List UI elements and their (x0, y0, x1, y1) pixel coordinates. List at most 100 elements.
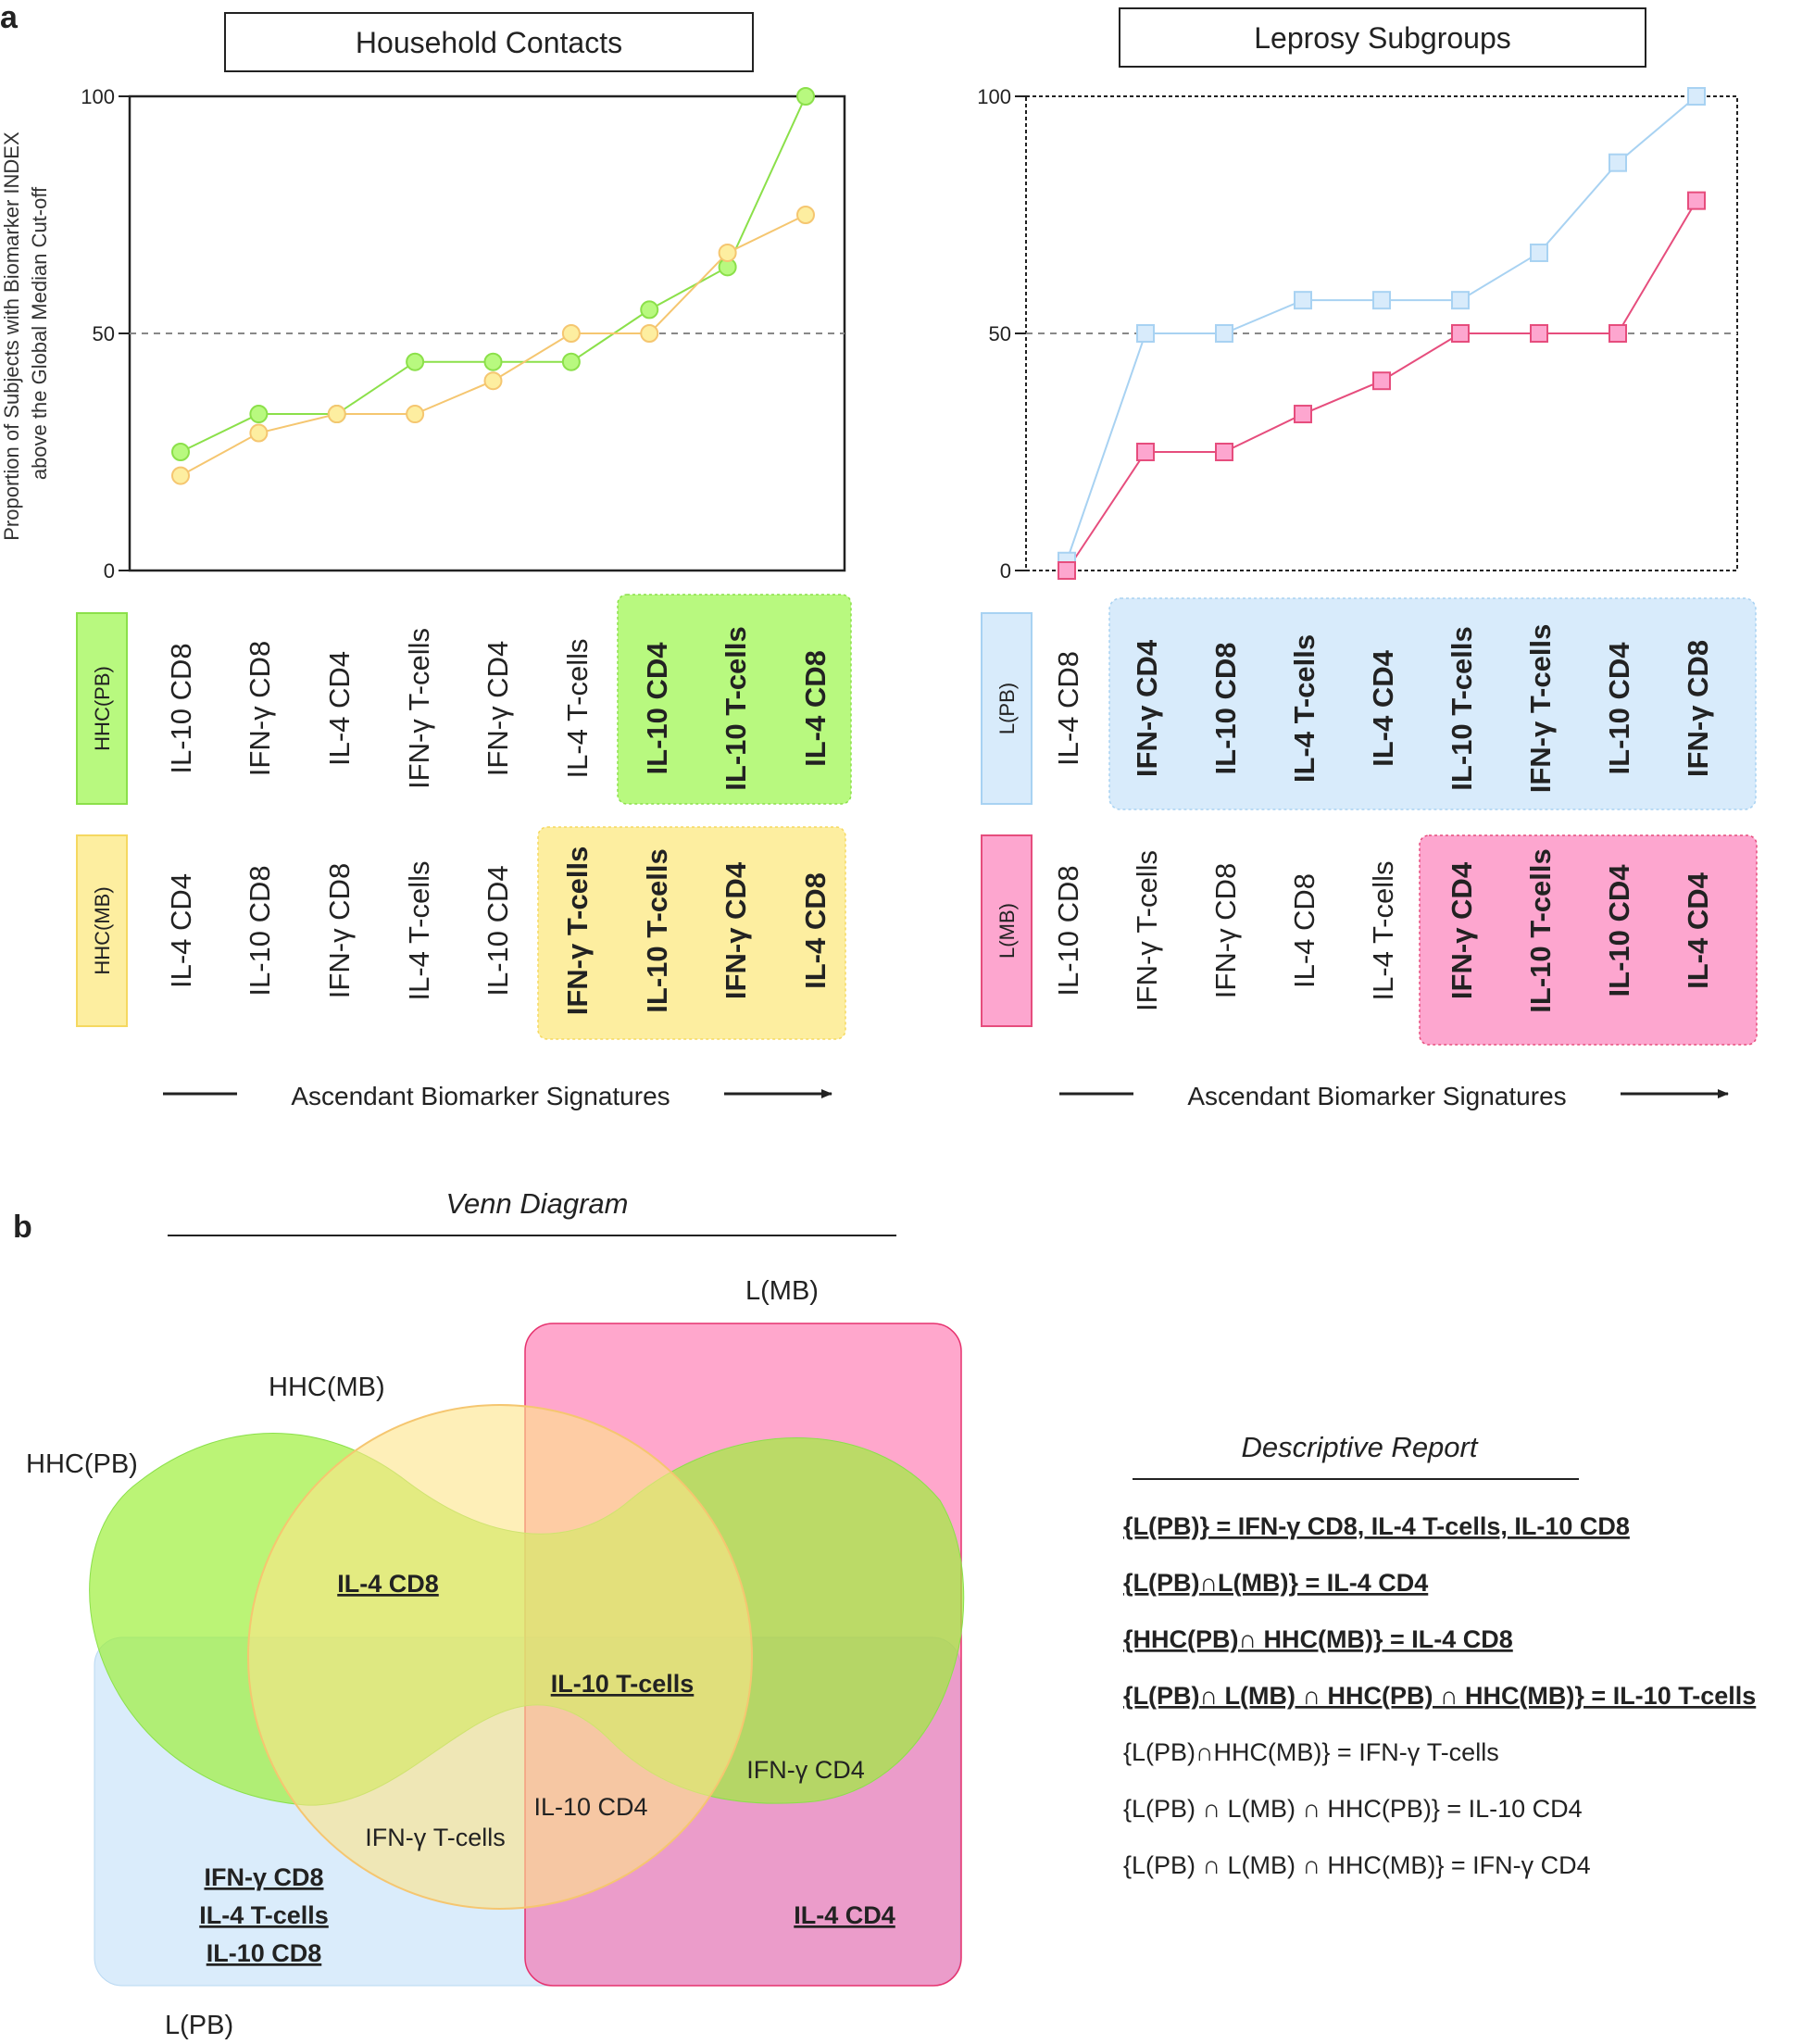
chart1-series-1-point (796, 206, 815, 224)
venn-region-il10-tcells: IL-10 T-cells (551, 1670, 695, 1698)
chart2-series-1-point (1608, 324, 1627, 343)
chart2-row0-label: IFN-γ CD4 (1131, 639, 1163, 777)
chart2-xlabel: Ascendant Biomarker Signatures (1187, 1082, 1566, 1110)
venn-region-lpb-only-3: IL-10 CD8 (207, 1939, 322, 1967)
chart1-row0-label: IFN-γ CD8 (244, 641, 276, 776)
chart2-row0-legend: L(PB) (995, 683, 1019, 734)
chart1-ytick-0: 0 (104, 559, 115, 583)
y-axis-label-line1: Proportion of Subjects with Biomarker IN… (0, 132, 23, 541)
venn-label-hhc-mb: HHC(MB) (269, 1373, 385, 1402)
chart1-series-0-point (483, 352, 503, 371)
venn-region-il4-cd8: IL-4 CD8 (337, 1570, 439, 1598)
chart2-title-box (1119, 7, 1646, 68)
chart1-row0-legend: HHC(PB) (91, 666, 114, 751)
chart2-series-1-point (1294, 405, 1312, 424)
report-line: {L(PB)∩HHC(MB)} = IFN-γ T-cells (1123, 1738, 1499, 1766)
chart1-series-0-point (406, 352, 425, 371)
chart1-row1-label: IL-4 T-cells (403, 860, 435, 1000)
chart1-row-labels: IL-10 CD8 IFN-γ CD8 IL-4 CD4 IFN-γ T-cells I… (165, 626, 832, 1015)
chart2-series-1-point (1530, 324, 1548, 343)
chart1-series-0-point (796, 87, 815, 106)
chart2-row1-label: IL-4 CD8 (1288, 873, 1321, 988)
chart1-row1-legend-box (76, 834, 128, 1027)
chart2-series-1-point (1136, 443, 1155, 461)
chart1-series-1-point (327, 405, 346, 424)
y-axis-label: Proportion of Subjects with Biomarker IN… (0, 126, 51, 541)
chart2-row0-label: IL-4 CD8 (1052, 651, 1084, 766)
chart1-series-1-point (249, 423, 269, 443)
chart1-row1-label: IL-4 CD8 (799, 872, 832, 989)
chart2-ytick-0: 0 (1000, 559, 1011, 583)
y-axis-label-line2: above the Global Median Cut-off (28, 186, 51, 480)
chart2-row1-label: IFN-γ T-cells (1131, 850, 1163, 1011)
chart1-series-0-point (249, 405, 269, 424)
chart1-title-box (224, 12, 754, 72)
chart1-row0-label: IL-10 CD4 (641, 642, 673, 775)
venn-region-lpb-only-1: IFN-γ CD8 (204, 1863, 323, 1891)
chart1-row0-legend-box (76, 612, 128, 805)
chart1-series-0-line (180, 95, 807, 453)
chart1-row0-highlight (617, 594, 852, 805)
chart2-series-0-line (1066, 95, 1697, 562)
chart2-row0-label: IL-10 CD8 (1209, 643, 1242, 775)
report-line: {L(PB)∩ L(MB) ∩ HHC(PB) ∩ HHC(MB)} = IL-… (1123, 1682, 1756, 1710)
chart2-row1-highlight (1419, 834, 1758, 1046)
venn-label-l-pb: L(PB) (165, 2011, 233, 2040)
chart2-row0-label: IL-4 T-cells (1288, 634, 1321, 783)
chart2-series-0-point (1215, 324, 1233, 343)
chart1-row1-legend: HHC(MB) (91, 886, 114, 974)
chart1-row1-label: IL-10 T-cells (641, 848, 673, 1012)
venn-title: Venn Diagram (445, 1187, 628, 1220)
chart1-row1-label: IFN-γ T-cells (561, 846, 594, 1016)
report-line: {L(PB)∩L(MB)} = IL-4 CD4 (1123, 1569, 1428, 1597)
chart2-series-0-point (1372, 291, 1391, 310)
venn-region-lpb-only-2: IL-4 T-cells (199, 1901, 329, 1929)
chart2-row1-legend-box (981, 834, 1033, 1027)
chart2-row0-label: IL-10 CD4 (1603, 642, 1635, 775)
chart1-row1-label: IL-10 CD4 (482, 865, 514, 996)
report-title: Descriptive Report (1242, 1431, 1479, 1463)
venn-region-il10-cd4: IL-10 CD4 (533, 1793, 647, 1821)
chart2-series-0-point (1136, 324, 1155, 343)
descriptive-report: Descriptive Report {L(PB)} = IFN-γ CD8, … (1123, 1431, 1756, 1879)
chart1-row1-label: IFN-γ CD8 (323, 863, 356, 998)
report-line: {L(PB) ∩ L(MB) ∩ HHC(PB)} = IL-10 CD4 (1123, 1795, 1583, 1823)
chart1-row1-label: IFN-γ CD4 (720, 861, 752, 999)
chart2-y-ticks: 100 50 0 (977, 85, 1026, 583)
chart1-series-1-point (561, 324, 581, 343)
chart2-row1-legend: L(MB) (995, 903, 1019, 959)
chart2-title: Leprosy Subgroups (1254, 21, 1511, 55)
chart2-row1-label: IFN-γ CD8 (1209, 863, 1242, 998)
chart2-row0-label: IL-4 CD4 (1367, 649, 1399, 767)
chart2-ytick-50: 50 (989, 322, 1011, 345)
chart1-series-0-point (561, 352, 581, 371)
chart1-row0-label: IL-4 CD4 (323, 651, 356, 766)
chart1-series (171, 87, 815, 485)
venn-region-ifn-tcells: IFN-γ T-cells (365, 1824, 506, 1851)
chart2-series-0-point (1451, 291, 1470, 310)
venn-region-il4-cd4: IL-4 CD4 (794, 1901, 895, 1929)
chart1-y-ticks: 100 50 0 (81, 85, 130, 583)
panel-a-label: a (0, 0, 19, 35)
chart2-row-labels: IL-4 CD8 IFN-γ CD4 IL-10 CD8 IL-4 T-cells IL… (1052, 624, 1714, 1013)
chart2-row0-highlight (1108, 597, 1757, 810)
chart2-series-0-point (1294, 291, 1312, 310)
report-line: {HHC(PB)∩ HHC(MB)} = IL-4 CD8 (1123, 1625, 1513, 1653)
panel-b-label: b (13, 1210, 32, 1245)
chart2-row0-legend-box (981, 612, 1033, 805)
chart1-series-1-point (171, 466, 190, 485)
chart2-ytick-100: 100 (977, 85, 1011, 108)
chart2-row1-label: IL-10 CD8 (1052, 865, 1084, 996)
venn-region-ifn-cd4: IFN-γ CD4 (746, 1756, 865, 1784)
chart2-row0-label: IFN-γ CD8 (1682, 640, 1714, 777)
chart2-row1-label: IL-10 T-cells (1524, 848, 1557, 1012)
chart1-row0-label: IL-4 T-cells (561, 638, 594, 778)
venn-label-hhc-pb: HHC(PB) (26, 1449, 138, 1479)
chart2-row0-label: IFN-γ T-cells (1524, 624, 1557, 794)
chart1-series-1-line (180, 214, 807, 477)
chart2-row0-label: IL-10 T-cells (1446, 626, 1478, 790)
chart1-series-1-point (483, 371, 503, 391)
chart1-series-1-point (406, 405, 425, 424)
chart1-row1-label: IL-4 CD4 (165, 873, 197, 988)
